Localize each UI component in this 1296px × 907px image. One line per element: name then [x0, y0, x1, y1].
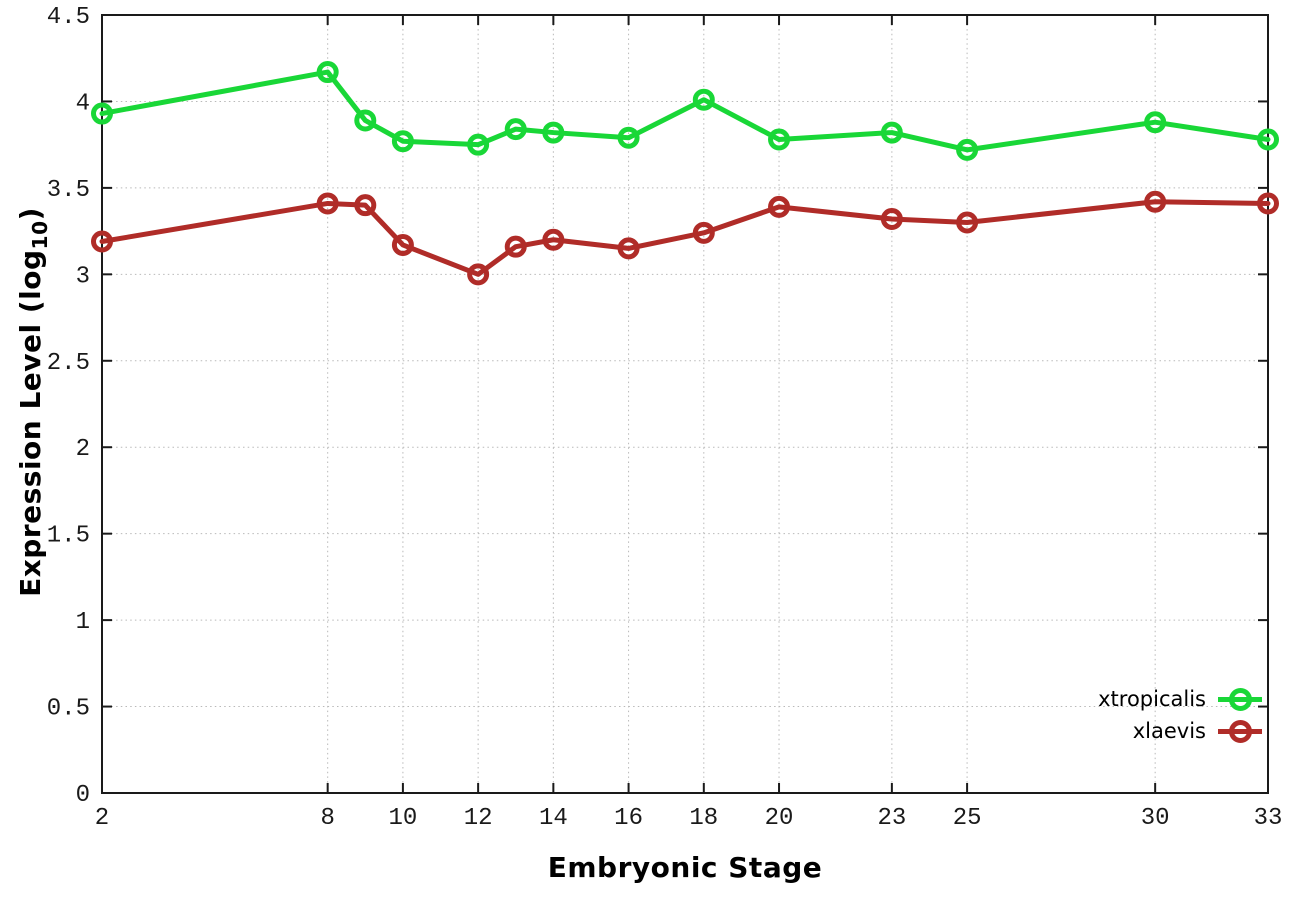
data-point-xlaevis	[956, 211, 979, 234]
data-point-xtropicalis	[391, 130, 414, 153]
legend-label-xlaevis: xlaevis	[1132, 719, 1206, 743]
data-point-xtropicalis	[504, 118, 527, 141]
y-tick-label: 1	[76, 609, 90, 636]
x-tick-label: 30	[1141, 805, 1170, 832]
y-tick-label: 3	[76, 263, 90, 290]
data-point-xtropicalis	[316, 61, 339, 84]
x-tick-label: 2	[95, 805, 109, 832]
x-tick-label: 10	[388, 805, 417, 832]
legend-sample-xlaevis	[1218, 717, 1262, 745]
legend-marker-icon	[1228, 719, 1252, 743]
x-tick-label: 12	[464, 805, 493, 832]
data-point-xlaevis	[880, 208, 903, 231]
y-axis-title: Expression Level (log10)	[14, 207, 52, 597]
data-point-xlaevis	[692, 221, 715, 244]
data-point-xlaevis	[467, 263, 490, 286]
data-point-xtropicalis	[956, 138, 979, 161]
x-tick-label: 16	[614, 805, 643, 832]
x-tick-label: 18	[689, 805, 718, 832]
data-point-xtropicalis	[617, 126, 640, 149]
x-tick-label: 14	[539, 805, 568, 832]
data-point-xtropicalis	[542, 121, 565, 144]
data-point-xlaevis	[1144, 190, 1167, 213]
data-point-xlaevis	[354, 194, 377, 217]
data-point-xlaevis	[91, 230, 113, 253]
y-tick-label: 2.5	[47, 350, 90, 377]
data-point-xtropicalis	[1257, 128, 1279, 151]
data-point-xlaevis	[768, 195, 791, 218]
data-point-xtropicalis	[692, 88, 715, 111]
data-point-xtropicalis	[354, 109, 377, 132]
series-line-xlaevis	[99, 199, 1271, 277]
x-tick-label: 23	[877, 805, 906, 832]
x-axis-title: Embryonic Stage	[547, 851, 823, 884]
y-tick-label: 1.5	[47, 523, 90, 550]
data-point-xtropicalis	[467, 133, 490, 156]
legend-item-xlaevis: xlaevis	[1133, 715, 1262, 747]
legend-label-xtropicalis: xtropicalis	[1098, 687, 1206, 711]
y-axis-title-close: )	[14, 207, 48, 221]
x-tick-label: 8	[320, 805, 334, 832]
x-tick-label: 20	[765, 805, 794, 832]
data-point-xlaevis	[617, 237, 640, 260]
y-tick-label: 0.5	[47, 696, 90, 723]
y-tick-label: 4	[76, 90, 90, 117]
data-point-xtropicalis	[1144, 111, 1167, 134]
series-line-xtropicalis	[99, 69, 1271, 153]
y-tick-label: 0	[76, 782, 90, 809]
data-point-xlaevis	[391, 233, 414, 256]
x-tick-label: 25	[953, 805, 982, 832]
y-axis-title-text: Expression Level (log	[14, 249, 48, 597]
data-point-xlaevis	[316, 192, 339, 215]
data-point-xlaevis	[542, 228, 565, 251]
y-axis-title-subscript: 10	[27, 220, 52, 250]
data-point-xtropicalis	[880, 121, 903, 144]
legend-sample-xtropicalis	[1218, 685, 1262, 713]
legend-item-xtropicalis: xtropicalis	[1098, 683, 1262, 715]
data-point-xtropicalis	[768, 128, 791, 151]
y-tick-label: 3.5	[47, 177, 90, 204]
data-point-xlaevis	[1257, 192, 1279, 215]
y-tick-label: 2	[76, 436, 90, 463]
data-point-xlaevis	[504, 235, 527, 258]
plot-border	[101, 14, 1269, 794]
data-point-xtropicalis	[91, 102, 113, 125]
x-tick-label: 33	[1254, 805, 1283, 832]
legend: xtropicalis xlaevis	[1098, 683, 1262, 747]
y-tick-label: 4.5	[47, 4, 90, 31]
legend-marker-icon	[1228, 687, 1252, 711]
